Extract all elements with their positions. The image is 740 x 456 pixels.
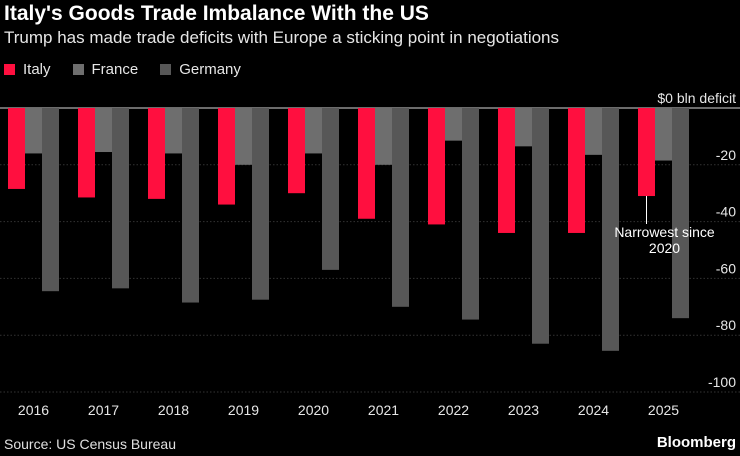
legend-swatch-italy — [4, 64, 15, 75]
bar-france-2017 — [95, 108, 112, 153]
x-tick-label-2016: 2016 — [18, 402, 49, 418]
bar-italy-2021 — [358, 108, 375, 219]
y-tick-label-5: -100 — [708, 374, 736, 390]
legend-item-germany: Germany — [160, 61, 241, 78]
legend-swatch-germany — [160, 64, 172, 75]
bar-france-2016 — [25, 108, 42, 154]
bar-italy-2023 — [498, 108, 515, 233]
bar-france-2023 — [515, 108, 532, 147]
bar-germany-2016 — [42, 108, 59, 292]
y-tick-label-3: -60 — [716, 260, 736, 276]
bar-france-2019 — [235, 108, 252, 165]
bar-germany-2023 — [532, 108, 549, 344]
x-tick-label-2022: 2022 — [438, 402, 469, 418]
source-note: Source: US Census Bureau — [4, 436, 176, 452]
bar-italy-2016 — [8, 108, 25, 189]
chart-title: Italy's Goods Trade Imbalance With the U… — [4, 2, 429, 25]
annotation-text-line-0: Narrowest since — [614, 224, 715, 240]
legend-label-france: France — [91, 61, 139, 78]
x-tick-label-2018: 2018 — [158, 402, 189, 418]
bar-france-2018 — [165, 108, 182, 154]
legend-label-germany: Germany — [179, 61, 241, 78]
bar-france-2021 — [375, 108, 392, 165]
x-tick-label-2020: 2020 — [298, 402, 329, 418]
y-tick-label-2: -40 — [716, 204, 736, 220]
bar-france-2022 — [445, 108, 462, 141]
bar-france-2024 — [585, 108, 602, 155]
bar-italy-2022 — [428, 108, 445, 225]
bar-france-2025 — [655, 108, 672, 161]
bar-germany-2021 — [392, 108, 409, 307]
bar-italy-2024 — [568, 108, 585, 233]
legend-item-france: France — [72, 61, 139, 78]
bar-germany-2020 — [322, 108, 339, 270]
bar-germany-2025 — [672, 108, 689, 319]
bar-germany-2018 — [182, 108, 199, 303]
x-tick-label-2021: 2021 — [368, 402, 399, 418]
bar-italy-2018 — [148, 108, 165, 199]
bar-italy-2017 — [78, 108, 95, 198]
x-tick-label-2024: 2024 — [578, 402, 609, 418]
bar-germany-2024 — [602, 108, 619, 351]
legend-item-italy: Italy — [4, 61, 51, 78]
chart-subtitle: Trump has made trade deficits with Europ… — [4, 28, 559, 47]
annotation-text-line-1: 2020 — [649, 240, 680, 256]
bar-germany-2017 — [112, 108, 129, 289]
legend: Italy France Germany — [4, 61, 241, 78]
y-tick-label-0: $0 bln deficit — [657, 90, 736, 106]
bar-italy-2025 — [638, 108, 655, 197]
bar-germany-2022 — [462, 108, 479, 320]
bloomberg-logo: Bloomberg — [656, 434, 736, 451]
legend-swatch-france — [72, 64, 84, 75]
legend-label-italy: Italy — [23, 61, 51, 78]
bar-italy-2019 — [218, 108, 235, 205]
bar-germany-2019 — [252, 108, 269, 300]
bar-italy-2020 — [288, 108, 305, 194]
y-tick-label-1: -20 — [716, 147, 736, 163]
x-tick-label-2017: 2017 — [88, 402, 119, 418]
bar-france-2020 — [305, 108, 322, 154]
x-tick-label-2025: 2025 — [648, 402, 679, 418]
x-tick-label-2019: 2019 — [228, 402, 259, 418]
x-tick-label-2023: 2023 — [508, 402, 539, 418]
y-tick-label-4: -80 — [716, 317, 736, 333]
